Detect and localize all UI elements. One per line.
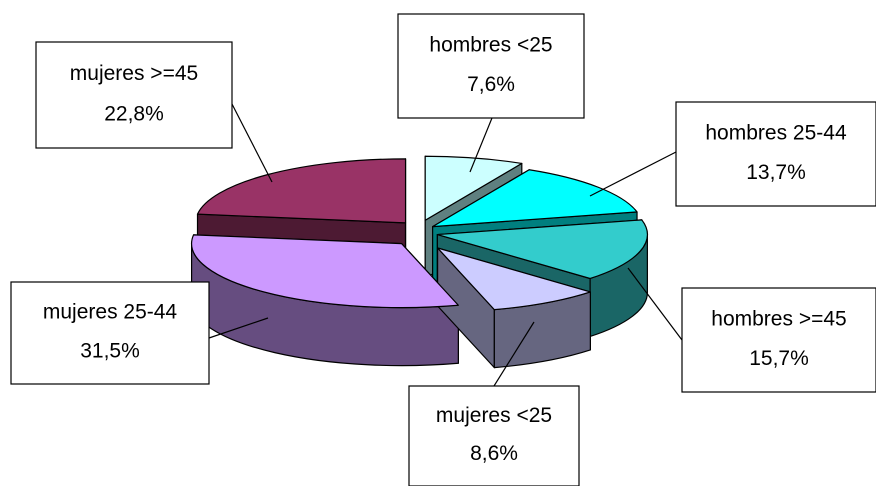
slice-name-mujeres-gte45: mujeres >=45 (70, 62, 198, 85)
slice-percent-hombres-lt25: 7,6% (467, 73, 515, 96)
label-box-hombres-lt25 (397, 13, 585, 119)
label-box-hombres-gte45 (681, 287, 876, 393)
pie-slice-tops (191, 155, 648, 311)
slice-name-hombres-gte45: hombres >=45 (711, 307, 846, 330)
pie-slice-hombres-lt25 (424, 155, 523, 221)
slice-percent-mujeres-25-44: 31,5% (80, 339, 140, 362)
pie-slice-mujeres-25-44 (191, 234, 459, 309)
leader-line-mujeres-lt25 (493, 321, 535, 387)
pie-slice-hombres-25-44 (432, 169, 638, 228)
slice-name-mujeres-25-44: mujeres 25-44 (43, 301, 178, 324)
pie-slice-mujeres-lt25 (436, 247, 591, 311)
label-box-mujeres-lt25 (408, 385, 580, 486)
slice-percent-hombres-25-44: 13,7% (746, 161, 806, 184)
slice-percent-mujeres-gte45: 22,8% (104, 102, 164, 125)
pie-slice-hombres-gte45 (436, 219, 648, 280)
pie-slice-mujeres-gte45 (196, 158, 407, 224)
leader-line-hombres-25-44 (589, 151, 677, 197)
label-box-mujeres-gte45 (35, 41, 233, 149)
slice-labels: hombres <25 7,6% hombres 25-44 13,7% hombres… (10, 13, 876, 486)
slice-name-hombres-25-44: hombres 25-44 (705, 121, 847, 144)
slice-percent-hombres-gte45: 15,7% (749, 347, 809, 370)
slice-percent-mujeres-lt25: 8,6% (470, 442, 518, 465)
leader-line-mujeres-25-44 (208, 317, 269, 339)
leader-line-mujeres-gte45 (231, 103, 273, 183)
leader-line-hombres-gte45 (627, 267, 683, 341)
slice-name-hombres-lt25: hombres <25 (429, 33, 552, 56)
slice-name-mujeres-lt25: mujeres <25 (436, 404, 552, 427)
label-box-mujeres-25-44 (10, 281, 210, 385)
label-box-hombres-25-44 (675, 101, 876, 207)
leader-line-hombres-lt25 (469, 117, 493, 173)
